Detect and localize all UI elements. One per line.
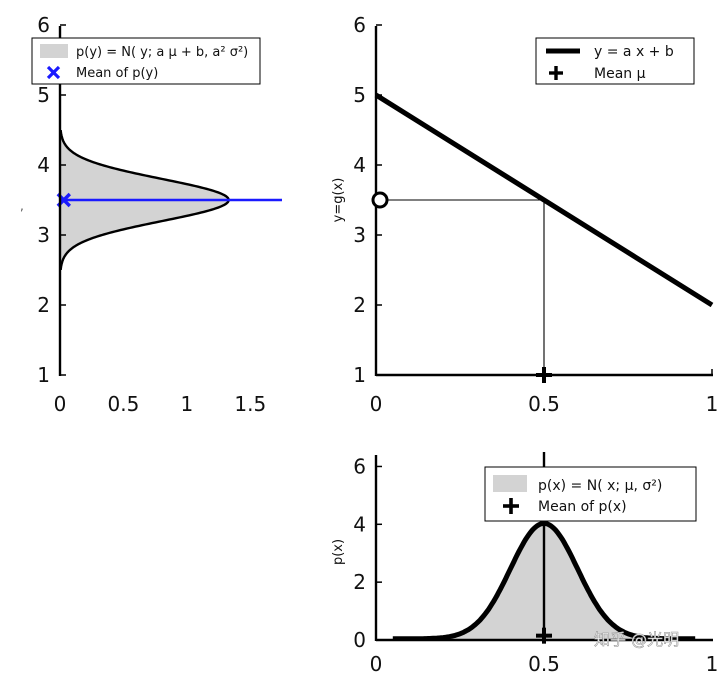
px-ytick-label: 4 xyxy=(353,512,366,536)
g-ytick-label: 1 xyxy=(353,363,366,387)
g-xtick-label: 1 xyxy=(706,392,719,416)
g-legend: y = a x + b Mean μ xyxy=(535,37,695,85)
py-legend-label-mean: Mean of p(y) xyxy=(76,66,158,81)
py-legend-box xyxy=(31,37,261,85)
px-mean-marker xyxy=(536,627,552,644)
px-xtick-label: 1 xyxy=(706,652,719,673)
g-xtick-label: 0 xyxy=(370,392,383,416)
py-ytick-label: 4 xyxy=(37,153,50,177)
py-xtick-label: 1 xyxy=(180,392,193,416)
py-ticks xyxy=(60,24,66,376)
g-ytick-label: 3 xyxy=(353,223,366,247)
py-ytick-label: 1 xyxy=(37,363,50,387)
px-ytick-label: 0 xyxy=(353,628,366,652)
g-x-tick-labels: 0 0.5 1 xyxy=(370,392,719,416)
g-linear-function xyxy=(374,92,714,308)
px-y-tick-labels: 0 2 4 6 xyxy=(353,454,366,652)
stray-mark: , xyxy=(20,199,24,213)
g-xtick-label: 0.5 xyxy=(528,392,560,416)
py-xtick-label: 0 xyxy=(54,392,67,416)
watermark: 知乎 @光明 xyxy=(594,630,679,649)
g-y-axis-label: y=g(x) xyxy=(331,178,346,223)
px-ytick-label: 6 xyxy=(353,454,366,478)
px-legend-label-density: p(x) = N( x; μ, σ²) xyxy=(538,478,662,494)
g-ytick-label: 5 xyxy=(353,83,366,107)
g-ytick-label: 6 xyxy=(353,13,366,37)
px-legend-plus-marker xyxy=(503,498,519,514)
px-legend: p(x) = N( x; μ, σ²) Mean of p(x) xyxy=(484,466,697,522)
g-ytick-label: 2 xyxy=(353,293,366,317)
panel-py: 1 2 3 4 5 6 0 0.5 1 1.5 p(y) = N( y; a μ + b, a²… xyxy=(20,13,282,416)
g-ytick-label: 4 xyxy=(353,153,366,177)
py-legend: p(y) = N( y; a μ + b, a² σ²) Mean of p(y… xyxy=(31,37,261,85)
py-legend-x-marker xyxy=(46,65,61,80)
px-x-tick-labels: 0 0.5 1 xyxy=(370,652,719,673)
px-legend-patch xyxy=(493,475,527,492)
g-legend-plus-marker xyxy=(549,66,563,80)
px-xtick-label: 0 xyxy=(370,652,383,673)
px-ytick-label: 2 xyxy=(353,570,366,594)
py-xtick-label: 1.5 xyxy=(234,392,266,416)
g-legend-label-mean: Mean μ xyxy=(594,66,646,82)
g-y-mean-circle xyxy=(371,191,389,209)
px-legend-label-mean: Mean of p(x) xyxy=(538,499,627,515)
g-y-tick-labels: 1 2 3 4 5 6 xyxy=(353,13,366,387)
py-y-tick-labels: 1 2 3 4 5 6 xyxy=(37,13,50,387)
py-ytick-label: 3 xyxy=(37,223,50,247)
px-y-axis-label: p(x) xyxy=(331,539,346,565)
px-ticks xyxy=(376,465,382,641)
py-ytick-label: 5 xyxy=(37,83,50,107)
py-ytick-label: 6 xyxy=(37,13,50,37)
py-ytick-label: 2 xyxy=(37,293,50,317)
px-xtick-label: 0.5 xyxy=(528,652,560,673)
py-legend-patch xyxy=(40,44,68,58)
g-ticks xyxy=(375,24,713,376)
py-legend-label-density: p(y) = N( y; a μ + b, a² σ²) xyxy=(76,45,248,60)
py-xtick-label: 0.5 xyxy=(108,392,140,416)
py-x-tick-labels: 0 0.5 1 1.5 xyxy=(54,392,267,416)
g-legend-box xyxy=(535,37,695,85)
g-legend-label-line: y = a x + b xyxy=(594,44,674,60)
